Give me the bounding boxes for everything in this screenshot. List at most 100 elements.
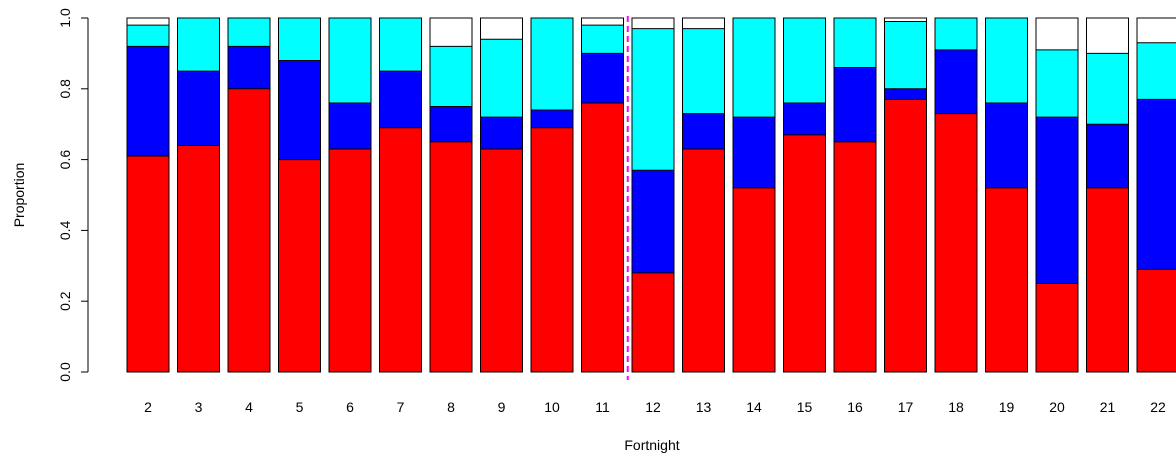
- bar-segment-14-s2: [733, 18, 775, 118]
- x-tick-label: 4: [245, 399, 253, 415]
- bar-outline-9: [480, 17, 523, 373]
- bar-segment-3-s1: [177, 71, 220, 146]
- bar-outline-15: [783, 17, 826, 373]
- bars-group: [126, 17, 1176, 373]
- x-tick-label: 9: [498, 399, 506, 415]
- bar-segment-12-s3: [632, 18, 674, 29]
- y-axis-title: Proportion: [11, 163, 27, 228]
- bar-outline-8: [429, 17, 473, 373]
- x-tick-label: 22: [1150, 399, 1166, 415]
- x-axis-title: Fortnight: [624, 437, 679, 453]
- bar-outline-18: [934, 17, 978, 373]
- y-tick-label: 0.2: [57, 291, 73, 311]
- bar-segment-20-s0: [1036, 283, 1078, 372]
- x-tick-labels: 2 3 4 5 6 7 8 9 10 11 12 13 14 15 16 17 18 19 20 21 22: [144, 399, 1166, 415]
- bar-outline-7: [379, 17, 422, 373]
- y-tick-label: 0.6: [57, 150, 73, 170]
- bar-segment-4-s2: [228, 18, 270, 47]
- x-tick-label: 2: [144, 399, 152, 415]
- bar-segment-17-s1: [884, 88, 927, 100]
- bar-segment-20-s2: [1036, 49, 1078, 118]
- x-tick-label: 5: [296, 399, 304, 415]
- bar-segment-5-s0: [278, 159, 321, 372]
- bar-segment-21-s1: [1086, 124, 1129, 188]
- bar-segment-6-s0: [329, 148, 371, 372]
- bar-segment-12-s0: [632, 272, 674, 372]
- bar-segment-17-s3: [884, 18, 927, 22]
- bar-segment-21-s0: [1086, 187, 1129, 372]
- x-tick-label: 18: [948, 399, 964, 415]
- bar-segment-2-s1: [127, 46, 169, 157]
- y-tick-label: 1.0: [57, 8, 73, 28]
- bar-outline-11: [581, 17, 624, 373]
- bar-segment-15-s2: [783, 18, 826, 103]
- x-tick-label: 16: [847, 399, 863, 415]
- bar-outline-16: [833, 17, 877, 373]
- x-tick-label: 17: [898, 399, 914, 415]
- x-tick-label: 10: [544, 399, 560, 415]
- y-tick-label: 0.8: [57, 79, 73, 99]
- bar-segment-11-s1: [581, 53, 624, 103]
- bar-outline-14: [732, 17, 776, 373]
- x-tick-label: 6: [346, 399, 354, 415]
- bar-segment-17-s0: [884, 99, 927, 373]
- bar-segment-19-s2: [985, 18, 1028, 103]
- y-tick-label: 0.4: [57, 220, 73, 240]
- x-tick-label: 13: [696, 399, 712, 415]
- bar-segment-5-s2: [278, 18, 321, 61]
- bar-segment-20-s1: [1036, 117, 1078, 284]
- x-tick-label: 12: [645, 399, 661, 415]
- bar-segment-15-s0: [783, 134, 826, 372]
- bar-segment-15-s1: [783, 102, 826, 135]
- bar-segment-14-s0: [733, 187, 775, 372]
- bar-segment-9-s2: [480, 39, 523, 118]
- bar-outline-17: [884, 17, 927, 373]
- bar-segment-3-s2: [177, 18, 220, 72]
- bar-segment-21-s2: [1086, 53, 1129, 125]
- bar-segment-13-s1: [682, 113, 725, 149]
- bar-outline-19: [985, 17, 1028, 373]
- bar-segment-22-s3: [1137, 18, 1176, 43]
- x-tick-label: 7: [397, 399, 405, 415]
- bar-segment-16-s0: [834, 141, 876, 372]
- bar-segment-8-s1: [430, 106, 472, 142]
- x-tick-label: 21: [1100, 399, 1116, 415]
- bar-outline-6: [328, 17, 372, 373]
- bar-segment-16-s2: [834, 18, 876, 68]
- bar-segment-21-s3: [1086, 18, 1129, 54]
- bar-segment-18-s0: [935, 113, 977, 372]
- bar-segment-7-s1: [379, 71, 422, 128]
- bar-segment-7-s2: [379, 18, 422, 72]
- x-tick-label: 20: [1049, 399, 1065, 415]
- bar-segment-8-s3: [430, 18, 472, 47]
- bar-segment-11-s3: [581, 18, 624, 26]
- x-tick-label: 14: [746, 399, 762, 415]
- bar-segment-12-s1: [632, 170, 674, 273]
- x-tick-label: 15: [797, 399, 813, 415]
- bar-segment-2-s2: [127, 25, 169, 47]
- bar-segment-11-s2: [581, 25, 624, 54]
- bar-segment-4-s0: [228, 88, 270, 373]
- bar-segment-16-s1: [834, 67, 876, 142]
- bar-segment-10-s0: [531, 127, 573, 373]
- bar-segment-2-s3: [127, 18, 169, 26]
- bar-segment-14-s1: [733, 117, 775, 188]
- bar-segment-13-s3: [682, 18, 725, 29]
- bar-outline-3: [177, 17, 220, 373]
- bar-segment-18-s2: [935, 18, 977, 50]
- bar-segment-7-s0: [379, 127, 422, 373]
- bar-segment-3-s0: [177, 145, 220, 372]
- bar-outline-4: [227, 17, 271, 373]
- bar-segment-8-s2: [430, 46, 472, 107]
- bar-outline-12: [631, 17, 675, 373]
- bar-segment-8-s0: [430, 141, 472, 372]
- bar-segment-20-s3: [1036, 18, 1078, 50]
- x-tick-label: 11: [595, 399, 610, 415]
- y-tick-label: 0.0: [57, 362, 73, 382]
- bar-segment-19-s0: [985, 187, 1028, 372]
- x-tick-label: 8: [447, 399, 455, 415]
- bar-segment-22-s2: [1137, 42, 1176, 100]
- bar-segment-6-s1: [329, 102, 371, 149]
- bar-segment-22-s1: [1137, 99, 1176, 270]
- bar-segment-9-s0: [480, 148, 523, 372]
